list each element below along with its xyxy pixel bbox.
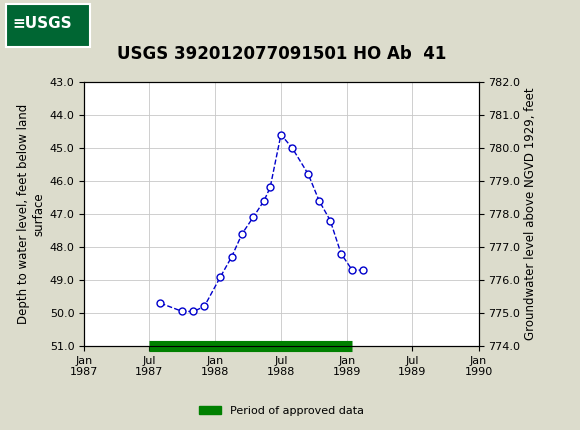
Text: USGS 392012077091501 HO Ab  41: USGS 392012077091501 HO Ab 41 xyxy=(117,45,446,63)
Text: ≡USGS: ≡USGS xyxy=(13,16,72,31)
FancyBboxPatch shape xyxy=(6,4,90,47)
Legend: Period of approved data: Period of approved data xyxy=(194,401,368,420)
Y-axis label: Depth to water level, feet below land
surface: Depth to water level, feet below land su… xyxy=(17,104,45,324)
Y-axis label: Groundwater level above NGVD 1929, feet: Groundwater level above NGVD 1929, feet xyxy=(524,88,538,340)
